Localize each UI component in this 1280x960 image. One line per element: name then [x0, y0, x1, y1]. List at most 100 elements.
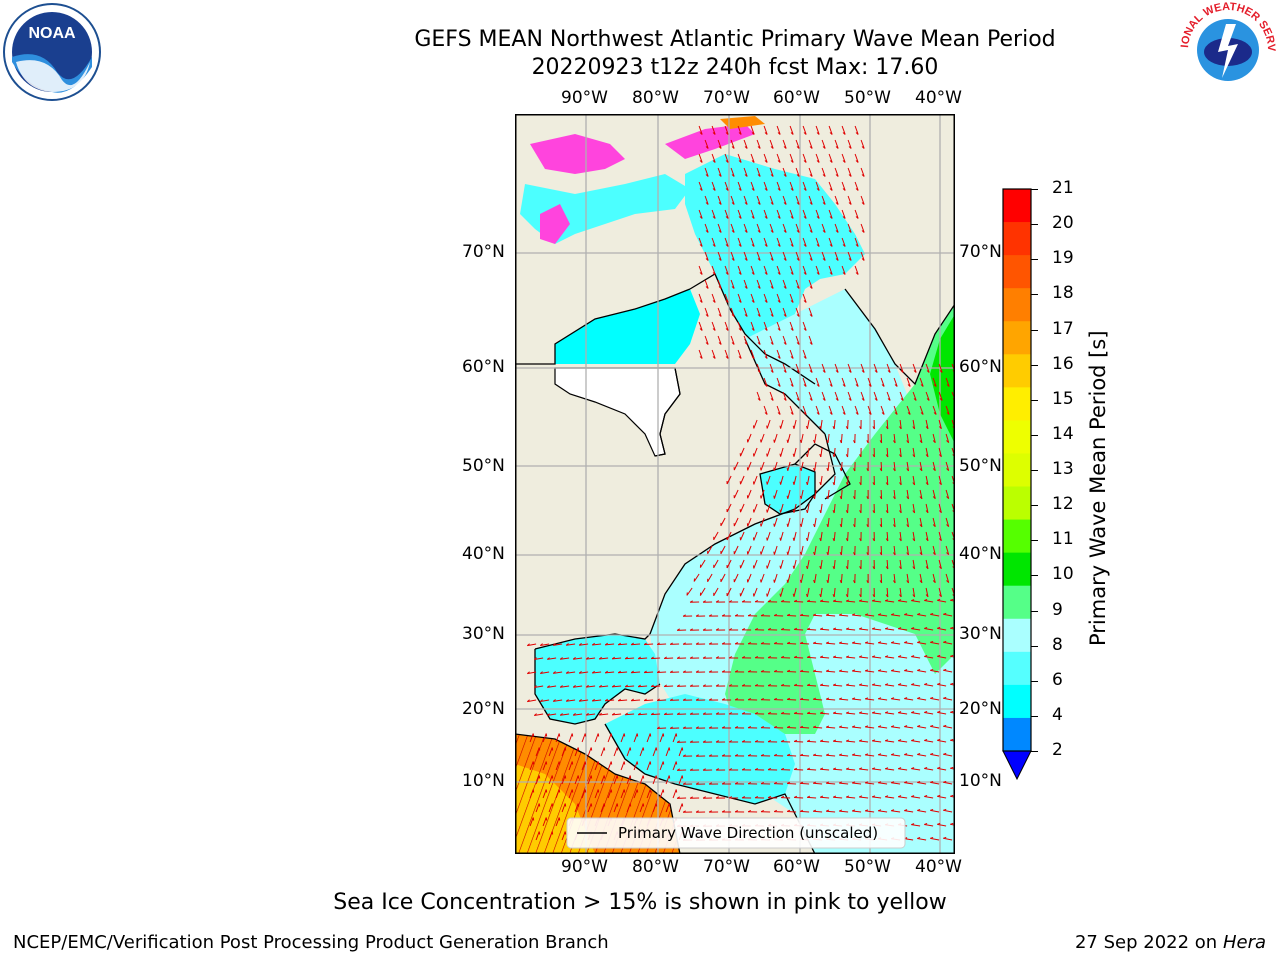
- wave-arrow: [540, 699, 550, 702]
- wave-arrow: [937, 711, 947, 715]
- wave-arrow: [872, 712, 882, 715]
- wave-arrow-head: [682, 754, 686, 757]
- wave-arrow-head: [900, 370, 904, 373]
- hudson-bay-water: [555, 289, 700, 364]
- wave-arrow-head: [930, 781, 934, 783]
- wave-arrow-head: [819, 481, 822, 486]
- wave-arrow-head: [832, 767, 837, 770]
- wave-arrow: [626, 747, 631, 757]
- wave-arrow: [800, 698, 810, 701]
- wave-arrow: [860, 391, 865, 401]
- wave-arrow: [724, 237, 729, 247]
- wave-arrow: [795, 307, 800, 317]
- wave-arrow: [743, 167, 748, 177]
- wave-arrow: [802, 405, 807, 415]
- wave-arrow: [924, 824, 934, 827]
- wave-arrow: [789, 237, 794, 247]
- wave-arrow-head: [845, 594, 849, 598]
- wave-arrow-head: [950, 682, 954, 685]
- wave-arrow-head: [603, 775, 606, 779]
- wave-arrow-head: [764, 356, 768, 359]
- wave-arrow-head: [676, 796, 680, 799]
- wave-arrow-head: [721, 614, 726, 617]
- colorbar-tick-mark: [1031, 259, 1038, 261]
- wave-arrow: [664, 657, 674, 659]
- wave-arrow: [943, 697, 953, 701]
- wave-arrow-head: [925, 510, 929, 514]
- wave-arrow: [899, 531, 902, 541]
- wave-arrow: [631, 671, 641, 674]
- wave-arrow: [547, 685, 557, 688]
- wave-arrow-head: [780, 767, 785, 771]
- wave-arrow-head: [819, 537, 822, 542]
- wave-arrow-head: [699, 244, 703, 247]
- wave-arrow: [854, 405, 859, 415]
- wave-arrow-head: [695, 810, 699, 813]
- wave-arrow: [618, 643, 628, 646]
- wave-arrow: [815, 405, 820, 415]
- wave-arrow-head: [777, 188, 781, 191]
- wave-arrow: [925, 419, 929, 429]
- wave-arrow-head: [545, 789, 548, 793]
- wave-arrow-head: [757, 370, 761, 373]
- wave-arrow-head: [799, 467, 802, 471]
- wave-arrow: [932, 405, 937, 415]
- wave-arrow-head: [881, 412, 885, 415]
- wave-arrow: [625, 685, 635, 688]
- wave-arrow-head: [946, 384, 950, 387]
- wave-arrow-head: [721, 810, 726, 813]
- wave-arrow-head: [924, 767, 928, 769]
- wave-arrow-head: [738, 272, 742, 275]
- wave-arrow: [802, 153, 807, 163]
- colorbar-underflow-triangle: [1002, 750, 1032, 781]
- wave-arrow: [769, 223, 774, 233]
- wave-arrow-head: [793, 599, 798, 602]
- wave-arrow: [800, 810, 810, 813]
- wave-arrow: [833, 559, 836, 570]
- wave-arrow: [891, 810, 901, 813]
- wave-arrow-head: [526, 699, 530, 702]
- wave-arrow-head: [819, 509, 822, 514]
- wave-arrow: [839, 642, 849, 645]
- wave-arrow: [860, 363, 865, 373]
- wave-arrow-head: [859, 599, 863, 602]
- wave-arrow-head: [790, 300, 794, 303]
- colorbar-tick-mark: [1031, 294, 1038, 296]
- wave-arrow: [886, 531, 889, 542]
- wave-arrow: [945, 545, 950, 555]
- wave-arrow-head: [779, 453, 782, 457]
- wave-arrow: [880, 545, 883, 556]
- wave-arrow: [789, 321, 794, 331]
- wave-arrow: [769, 307, 774, 317]
- wave-arrow-head: [725, 160, 729, 163]
- wave-arrow: [808, 139, 813, 149]
- wave-arrow-head: [946, 440, 950, 443]
- wave-arrow-head: [937, 710, 941, 713]
- wave-arrow-head: [812, 753, 817, 756]
- wave-arrow-head: [852, 809, 856, 812]
- wave-arrow-head: [796, 202, 800, 205]
- wave-arrow-head: [891, 641, 895, 644]
- lat-label-left: 40°N: [462, 544, 505, 564]
- wave-arrow-head: [832, 627, 837, 630]
- wave-arrow: [776, 321, 781, 331]
- wave-arrow: [820, 712, 830, 715]
- wave-arrow: [800, 545, 804, 555]
- wave-arrow: [860, 167, 865, 177]
- wave-arrow-head: [885, 454, 889, 458]
- wave-arrow: [753, 447, 758, 457]
- wave-arrow-head: [839, 580, 842, 584]
- wave-arrow-head: [813, 467, 816, 472]
- wave-arrow-head: [848, 146, 852, 149]
- wave-arrow: [808, 307, 813, 317]
- wave-arrow: [780, 475, 784, 485]
- wave-arrow: [938, 531, 942, 541]
- wave-arrow-head: [662, 733, 665, 737]
- wave-arrow-head: [624, 712, 628, 716]
- wave-arrow: [840, 461, 843, 472]
- wave-arrow-head: [898, 599, 902, 602]
- wave-arrow-head: [777, 328, 781, 331]
- wave-arrow-head: [702, 684, 706, 687]
- wave-arrow-head: [773, 781, 778, 785]
- wave-arrow: [820, 559, 823, 569]
